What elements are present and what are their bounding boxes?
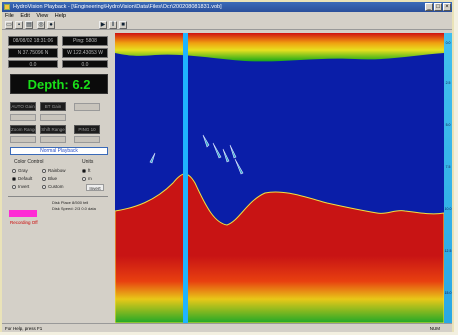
color-default-radio[interactable]: Default xyxy=(12,176,32,181)
color-blue-radio[interactable]: Blue xyxy=(42,176,57,181)
scale-label: 0.0 xyxy=(445,41,451,45)
title-bar: HydroVision Playback - [\Engineering\Hyd… xyxy=(2,2,452,12)
fish-echo xyxy=(202,134,210,148)
record-icon[interactable]: ● xyxy=(47,21,55,29)
open-icon[interactable]: ▭ xyxy=(5,21,13,29)
zoom-field[interactable] xyxy=(10,136,36,143)
recording-status-text: Recording Off xyxy=(10,220,38,225)
readout-right: 0.0 xyxy=(62,60,108,68)
fish-echo xyxy=(222,148,230,163)
status-bar: For Help, press F1 NUM xyxy=(2,323,452,332)
depth-readout: Depth: 6.2 xyxy=(10,74,108,94)
color-custom-radio[interactable]: Custom xyxy=(42,184,64,189)
color-invert-radio[interactable]: Invert xyxy=(12,184,29,189)
units-title: Units xyxy=(82,159,94,165)
invert-button[interactable]: Invert xyxy=(86,184,104,191)
ping-display: Ping: 5808 xyxy=(62,36,108,46)
close-button[interactable]: × xyxy=(443,3,451,11)
status-help-text: For Help, press F1 xyxy=(5,326,43,331)
color-gray-radio[interactable]: Gray xyxy=(12,168,28,173)
camera-icon[interactable]: ◎ xyxy=(37,21,45,29)
pause-icon[interactable]: ‖ xyxy=(109,21,117,29)
scale-label: 5.0 xyxy=(445,123,451,127)
playback-cursor[interactable] xyxy=(183,33,188,323)
color-control-title: Color Control xyxy=(14,159,44,165)
minimize-button[interactable]: _ xyxy=(425,3,433,11)
stop-icon[interactable]: ■ xyxy=(119,21,127,29)
app-icon xyxy=(4,4,10,10)
menu-help[interactable]: Help xyxy=(54,13,67,19)
recording-level-bar xyxy=(9,210,37,217)
units-ft-radio[interactable]: ft xyxy=(82,168,91,173)
units-m-radio[interactable]: m xyxy=(82,176,92,181)
longitude-display: W 122.43053 W xyxy=(62,48,108,58)
scale-label: 2.5 xyxy=(445,81,451,85)
menu-edit[interactable]: Edit xyxy=(20,13,30,19)
bt-gain-button[interactable]: BT Gain xyxy=(40,102,66,111)
fish-echo xyxy=(149,152,156,164)
shift-range-button[interactable]: Shift Range xyxy=(40,125,66,134)
date-display: 08/08/02 18:31:06 xyxy=(8,36,58,46)
ping-button[interactable]: PING 10 xyxy=(74,125,100,134)
window-title: HydroVision Playback - [\Engineering\Hyd… xyxy=(13,4,222,10)
toolbar: ▭ ▪ ▤ ◎ ● ▶ ‖ ■ xyxy=(2,20,452,30)
shift-field[interactable] xyxy=(40,136,66,143)
maximize-button[interactable]: □ xyxy=(434,3,442,11)
control-panel: 08/08/02 18:31:06 Ping: 5808 N 37.75096 … xyxy=(4,32,112,322)
surface-layer xyxy=(115,33,444,62)
seabed xyxy=(115,173,444,323)
fish-echo xyxy=(229,144,237,159)
readout-left: 0.0 xyxy=(8,60,58,68)
fish-echo xyxy=(212,142,222,159)
zoom-range-button[interactable]: Zoom Range xyxy=(10,125,36,134)
playback-mode-banner: Normal Playback xyxy=(10,147,108,155)
depth-scale: 0.0 2.5 5.0 7.5 10.0 12.5 15.0 xyxy=(444,33,452,323)
menu-file[interactable]: File xyxy=(5,13,14,19)
disk-speed-text: Disk Speed: 2/3 0.0 data xyxy=(52,206,96,211)
auto-gain-button[interactable]: AUTO Gain xyxy=(10,102,36,111)
gain-value-field[interactable] xyxy=(74,103,100,111)
menu-bar: File Edit View Help xyxy=(2,12,452,20)
gain-slider-right[interactable] xyxy=(40,114,66,121)
disk-place-text: Disk Place 8/500 tell xyxy=(52,200,89,205)
ping-field[interactable] xyxy=(74,136,100,143)
scale-label: 10.0 xyxy=(444,207,452,211)
sonar-echogram xyxy=(115,33,444,323)
scale-label: 12.5 xyxy=(444,249,452,253)
fish-echo xyxy=(234,158,244,175)
print-icon[interactable]: ▤ xyxy=(25,21,33,29)
latitude-display: N 37.75096 N xyxy=(8,48,58,58)
menu-view[interactable]: View xyxy=(36,13,49,19)
fish-echoes xyxy=(149,134,244,175)
status-num-indicator: NUM xyxy=(429,326,440,331)
color-rainbow-radio[interactable]: Rainbow xyxy=(42,168,66,173)
save-icon[interactable]: ▪ xyxy=(15,21,23,29)
play-icon[interactable]: ▶ xyxy=(99,21,107,29)
divider xyxy=(8,196,108,197)
gain-slider-left[interactable] xyxy=(10,114,36,121)
scale-label: 7.5 xyxy=(445,165,451,169)
scale-label: 15.0 xyxy=(444,291,452,295)
